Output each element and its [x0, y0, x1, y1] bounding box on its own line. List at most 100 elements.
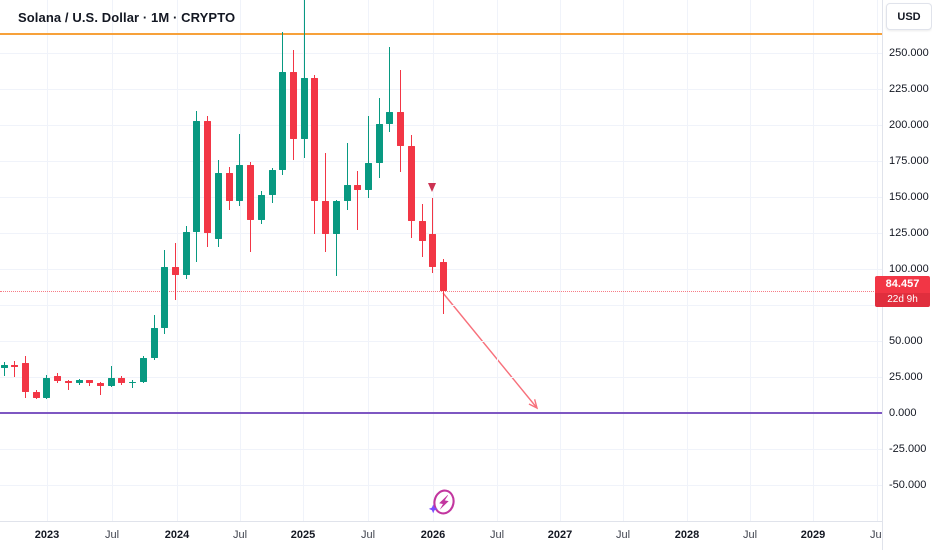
- candle-body: [429, 234, 437, 267]
- candle-body: [225, 173, 233, 202]
- gridline-horizontal: [0, 485, 882, 486]
- gridline-horizontal: [0, 233, 882, 234]
- time-tick-label: 2027: [547, 529, 573, 541]
- candle-wick: [67, 379, 69, 391]
- gridline-vertical: [877, 0, 878, 521]
- candle-wick: [335, 199, 337, 277]
- time-tick-label: Jul: [489, 529, 505, 541]
- candle-body: [43, 378, 51, 399]
- candle-body: [118, 377, 126, 384]
- candle-body: [11, 365, 19, 367]
- price-tick-label: 225.000: [889, 83, 929, 95]
- current-price-label: 84.457 22d 9h: [875, 276, 930, 307]
- candle-body: [407, 145, 415, 221]
- candle-body: [375, 123, 383, 164]
- time-tick-label: 2029: [800, 529, 826, 541]
- candle-body: [440, 261, 448, 292]
- candle-body: [268, 169, 276, 195]
- sparkle-icon: [428, 504, 438, 514]
- time-tick-label: 2026: [420, 529, 446, 541]
- time-tick-label: 2028: [674, 529, 700, 541]
- candle-wick: [14, 361, 16, 377]
- symbol-title[interactable]: Solana / U.S. Dollar · 1M · CRYPTO: [18, 10, 236, 25]
- gridline-horizontal: [0, 377, 882, 378]
- candle-wick: [132, 379, 134, 388]
- bar-countdown: 22d 9h: [875, 293, 930, 307]
- candle-wick: [3, 361, 5, 377]
- time-tick-label: Jul: [615, 529, 631, 541]
- candle-wick: [110, 366, 112, 387]
- sell-marker-icon[interactable]: [428, 183, 437, 193]
- candle-body: [279, 71, 287, 170]
- candle-body: [96, 383, 104, 386]
- price-tick-label: 125.000: [889, 227, 929, 239]
- gridline-vertical: [687, 0, 688, 521]
- candle-body: [204, 121, 212, 233]
- chart-plot-area[interactable]: [0, 0, 882, 521]
- candle-body: [386, 112, 394, 124]
- price-tick-label: 50.000: [889, 335, 923, 347]
- gridline-vertical: [112, 0, 113, 521]
- time-tick-label: 2024: [164, 529, 190, 541]
- gridline-vertical: [368, 0, 369, 521]
- price-tick-label: -50.000: [889, 479, 927, 491]
- candle-body: [75, 380, 83, 384]
- candle-body: [300, 78, 308, 140]
- candle-body: [0, 365, 8, 368]
- candle-body: [257, 194, 265, 221]
- time-tick-label: Jul: [742, 529, 758, 541]
- lightning-icon[interactable]: [426, 487, 460, 521]
- time-tick-label: 2023: [34, 529, 60, 541]
- candle-body: [236, 165, 244, 202]
- candle-body: [161, 266, 169, 329]
- candle-body: [150, 328, 158, 358]
- candle-body: [397, 112, 405, 146]
- candle-body: [354, 184, 362, 190]
- time-tick-label: Jul: [869, 529, 882, 541]
- gridline-vertical: [560, 0, 561, 521]
- candle-body: [364, 163, 372, 190]
- price-tick-label: 150.000: [889, 191, 929, 203]
- gridline-vertical: [623, 0, 624, 521]
- candle-body: [172, 266, 180, 275]
- price-tick-label: 0.000: [889, 407, 917, 419]
- current-price-value: 84.457: [875, 276, 930, 293]
- price-axis[interactable]: USD 250.000 225.000 200.000 175.000 150.000 1…: [882, 0, 932, 550]
- gridline-vertical: [497, 0, 498, 521]
- time-axis[interactable]: 2023 Jul 2024 Jul 2025 Jul 2026 Jul 2027 Jul 2028 J…: [0, 521, 882, 550]
- gridline-horizontal: [0, 161, 882, 162]
- candle-body: [311, 78, 319, 202]
- current-price-line: [0, 291, 882, 292]
- time-tick-label: Jul: [360, 529, 376, 541]
- gridline-vertical: [750, 0, 751, 521]
- time-tick-label: 2025: [290, 529, 316, 541]
- gridline-horizontal: [0, 197, 882, 198]
- candle-body: [332, 200, 340, 235]
- price-tick-label: 25.000: [889, 371, 923, 383]
- candle-wick: [367, 116, 369, 199]
- candle-body: [322, 201, 330, 235]
- candle-body: [32, 392, 40, 399]
- gridline-horizontal: [0, 53, 882, 54]
- orange-horizontal-line[interactable]: [0, 32, 882, 35]
- gridline-horizontal: [0, 89, 882, 90]
- candle-body: [139, 357, 147, 383]
- gridline-horizontal: [0, 125, 882, 126]
- candle-wick: [389, 47, 391, 133]
- candle-body: [21, 363, 29, 393]
- currency-toggle-button[interactable]: USD: [886, 3, 932, 30]
- gridline-horizontal: [0, 341, 882, 342]
- candle-body: [193, 121, 201, 232]
- candle-body: [86, 380, 94, 384]
- gridline-vertical: [240, 0, 241, 521]
- candle-body: [182, 231, 190, 275]
- price-tick-label: -25.000: [889, 443, 927, 455]
- price-tick-label: 250.000: [889, 47, 929, 59]
- candle-body: [129, 382, 137, 384]
- purple-horizontal-line[interactable]: [0, 412, 882, 414]
- time-tick-label: Jul: [104, 529, 120, 541]
- candle-body: [418, 220, 426, 241]
- candle-body: [214, 173, 222, 239]
- candle-wick: [346, 143, 348, 210]
